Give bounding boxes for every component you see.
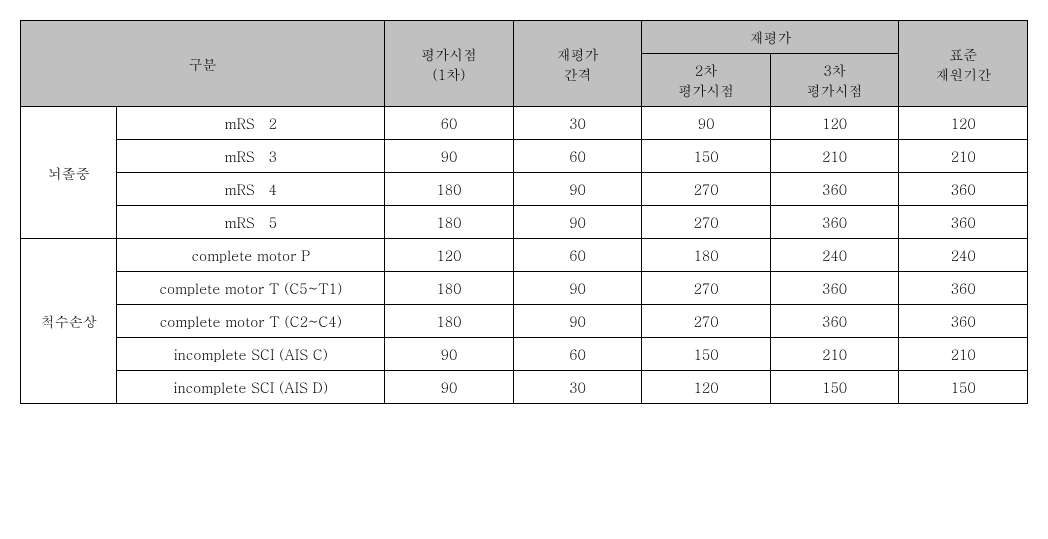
row-label-cell: mRS 5 [117,206,385,239]
data-cell: 150 [770,371,899,404]
data-cell: 150 [642,140,771,173]
row-label-cell: mRS 3 [117,140,385,173]
data-cell: 360 [899,305,1028,338]
row-label-cell: complete motor T (C5~T1) [117,272,385,305]
header-category: 구분 [21,21,385,107]
data-cell: 120 [899,107,1028,140]
data-cell: 90 [513,305,642,338]
data-cell: 210 [899,338,1028,371]
data-cell: 360 [770,206,899,239]
data-cell: 360 [770,305,899,338]
row-label-cell: complete motor T (C2~C4) [117,305,385,338]
data-cell: 270 [642,305,771,338]
header-reeval: 재평가 [642,21,899,54]
row-label-cell: complete motor P [117,239,385,272]
data-cell: 150 [899,371,1028,404]
data-cell: 360 [899,272,1028,305]
data-cell: 120 [770,107,899,140]
data-cell: 90 [642,107,771,140]
data-cell: 180 [642,239,771,272]
table-row: mRS 418090270360360 [21,173,1028,206]
header-eval-time: 평가시점 (1차) [385,21,514,107]
data-cell: 360 [899,206,1028,239]
data-cell: 90 [385,338,514,371]
data-cell: 210 [770,338,899,371]
data-cell: 360 [770,173,899,206]
data-cell: 180 [385,305,514,338]
table-row: complete motor T (C2~C4)18090270360360 [21,305,1028,338]
header-std-period: 표준 재원기간 [899,21,1028,107]
table-row: incomplete SCI (AIS C)9060150210210 [21,338,1028,371]
row-label-cell: incomplete SCI (AIS D) [117,371,385,404]
evaluation-table: 구분 평가시점 (1차) 재평가 간격 재평가 표준 재원기간 2차 평가시점 … [20,20,1028,404]
data-cell: 30 [513,107,642,140]
data-cell: 360 [899,173,1028,206]
header-third-eval: 3차 평가시점 [770,54,899,107]
data-cell: 270 [642,206,771,239]
data-cell: 180 [385,206,514,239]
data-cell: 150 [642,338,771,371]
header-second-eval: 2차 평가시점 [642,54,771,107]
data-cell: 240 [770,239,899,272]
data-cell: 60 [513,338,642,371]
row-label-cell: mRS 2 [117,107,385,140]
data-cell: 270 [642,272,771,305]
data-cell: 60 [513,239,642,272]
table-header: 구분 평가시점 (1차) 재평가 간격 재평가 표준 재원기간 2차 평가시점 … [21,21,1028,107]
data-cell: 90 [513,206,642,239]
data-cell: 60 [513,140,642,173]
table-row: complete motor T (C5~T1)18090270360360 [21,272,1028,305]
data-cell: 60 [385,107,514,140]
data-cell: 90 [385,140,514,173]
data-cell: 120 [385,239,514,272]
data-cell: 210 [899,140,1028,173]
row-label-cell: mRS 4 [117,173,385,206]
table-row: mRS 39060150210210 [21,140,1028,173]
data-cell: 120 [642,371,771,404]
data-cell: 90 [513,173,642,206]
table-row: 척수손상complete motor P12060180240240 [21,239,1028,272]
header-row-1: 구분 평가시점 (1차) 재평가 간격 재평가 표준 재원기간 [21,21,1028,54]
data-cell: 90 [385,371,514,404]
header-reeval-interval: 재평가 간격 [513,21,642,107]
table-row: mRS 518090270360360 [21,206,1028,239]
data-cell: 90 [513,272,642,305]
table-body: 뇌졸중mRS 2603090120120mRS 39060150210210mR… [21,107,1028,404]
group-name-cell: 뇌졸중 [21,107,117,239]
data-cell: 30 [513,371,642,404]
row-label-cell: incomplete SCI (AIS C) [117,338,385,371]
group-name-cell: 척수손상 [21,239,117,404]
data-cell: 270 [642,173,771,206]
data-cell: 240 [899,239,1028,272]
table-row: incomplete SCI (AIS D)9030120150150 [21,371,1028,404]
table-row: 뇌졸중mRS 2603090120120 [21,107,1028,140]
data-cell: 360 [770,272,899,305]
data-cell: 180 [385,272,514,305]
data-cell: 180 [385,173,514,206]
data-cell: 210 [770,140,899,173]
